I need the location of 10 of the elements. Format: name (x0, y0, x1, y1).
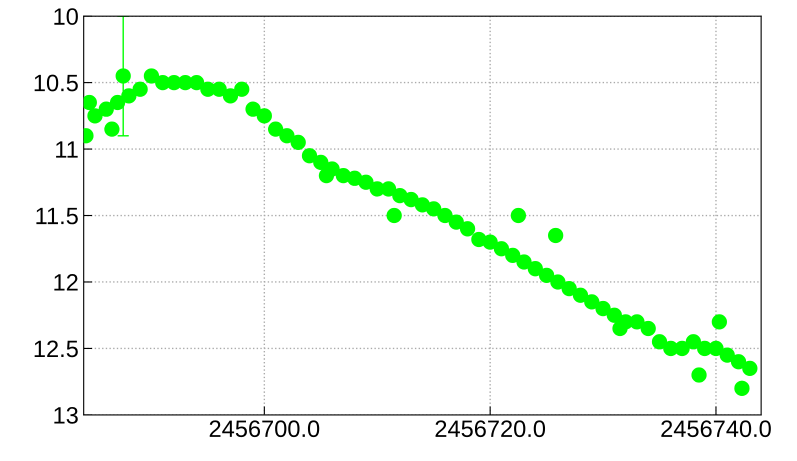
y-tick-label: 10 (54, 8, 78, 25)
x-tick-label: 2456740.0 (661, 420, 771, 438)
x-tick-label: 2456700.0 (210, 420, 320, 438)
y-tick-label: 12.5 (34, 340, 78, 358)
y-tick-label: 13 (54, 406, 78, 424)
x-tick-label: 2456720.0 (436, 420, 546, 438)
y-tick-label: 11 (56, 141, 78, 158)
y-tick-label: 10.5 (34, 74, 78, 92)
y-tick-label: 11.5 (36, 208, 78, 224)
y-tick-label: 12 (54, 274, 78, 291)
